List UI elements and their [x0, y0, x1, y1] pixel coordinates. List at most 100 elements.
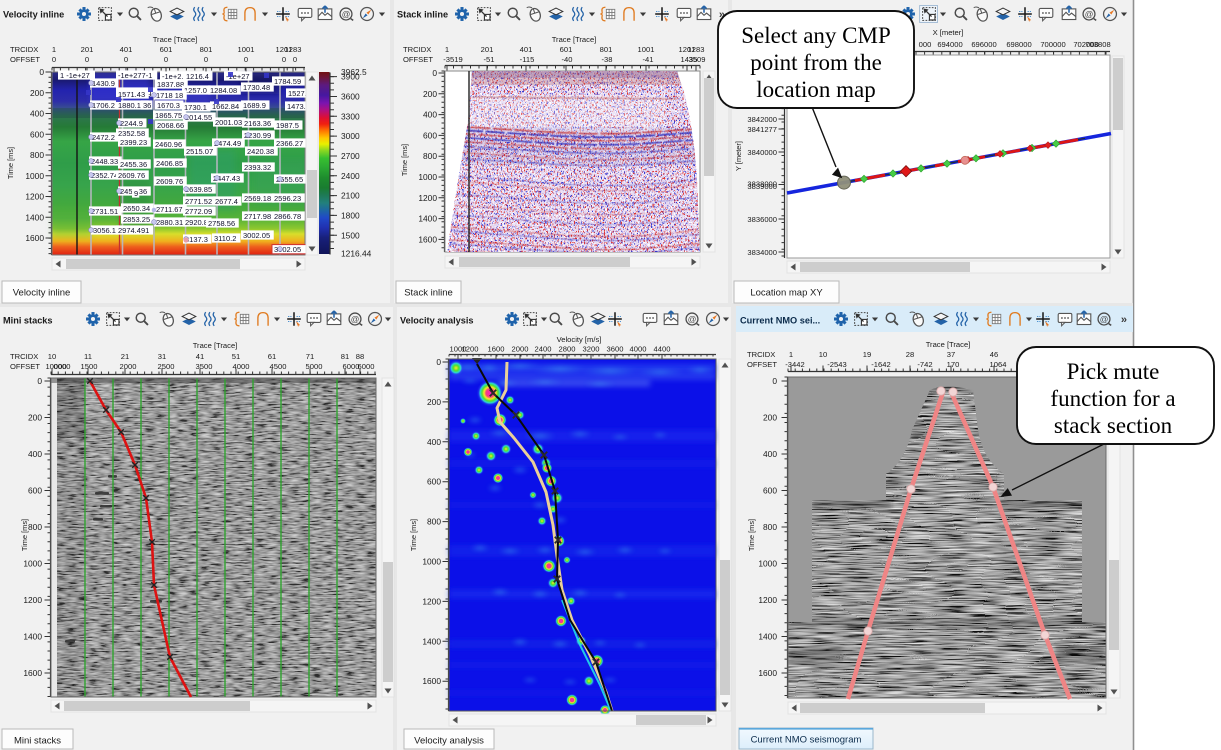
svg-text:3840000: 3840000 — [747, 148, 777, 157]
svg-text:2230.99: 2230.99 — [244, 131, 271, 140]
svg-text:Velocity inline: Velocity inline — [13, 288, 71, 299]
svg-text:696000: 696000 — [971, 40, 996, 49]
svg-text:Trace [Trace]: Trace [Trace] — [926, 340, 971, 349]
svg-text:Velocity analysis: Velocity analysis — [414, 736, 484, 747]
svg-text:702000: 702000 — [1073, 40, 1098, 49]
svg-text:-3442: -3442 — [785, 360, 804, 369]
svg-text:1284.08: 1284.08 — [210, 86, 237, 95]
svg-text:1600: 1600 — [422, 676, 441, 686]
svg-text:2920.8: 2920.8 — [185, 218, 208, 227]
svg-text:46: 46 — [990, 350, 998, 359]
svg-text:600: 600 — [423, 130, 437, 140]
svg-text:600: 600 — [427, 477, 441, 487]
svg-text:@: @ — [688, 314, 697, 324]
svg-text:1201: 1201 — [679, 45, 696, 54]
svg-text:TRCIDX: TRCIDX — [403, 45, 431, 54]
svg-text:0: 0 — [293, 55, 297, 64]
svg-text:1283: 1283 — [285, 45, 302, 54]
svg-text:201: 201 — [481, 45, 494, 54]
svg-text:2974.491: 2974.491 — [118, 226, 149, 235]
svg-text:1: 1 — [52, 45, 56, 54]
svg-text:-41: -41 — [643, 55, 654, 64]
svg-text:10: 10 — [48, 352, 56, 361]
svg-text:Stack inline: Stack inline — [397, 10, 448, 20]
svg-text:function for a: function for a — [1050, 386, 1175, 411]
svg-text:»: » — [719, 9, 725, 21]
svg-text:2731.51: 2731.51 — [91, 207, 118, 216]
svg-text:2366.27: 2366.27 — [276, 139, 303, 148]
svg-text:1283: 1283 — [688, 45, 705, 54]
svg-text:TRCIDX: TRCIDX — [747, 350, 775, 359]
svg-text:3200: 3200 — [583, 345, 600, 354]
svg-text:51: 51 — [232, 352, 240, 361]
svg-text:Time [ms]: Time [ms] — [6, 147, 15, 179]
svg-text:1730.1: 1730.1 — [184, 103, 207, 112]
svg-text:0000: 0000 — [54, 362, 71, 371]
svg-text:3900: 3900 — [341, 72, 360, 82]
svg-text:1216.44: 1216.44 — [341, 249, 372, 259]
svg-text:Select any CMP: Select any CMP — [741, 23, 891, 48]
svg-text:200: 200 — [763, 413, 777, 423]
svg-text:1000: 1000 — [450, 345, 467, 354]
svg-text:2515.07: 2515.07 — [186, 147, 213, 156]
svg-text:3600: 3600 — [341, 92, 360, 102]
svg-text:OFFSET: OFFSET — [403, 55, 433, 64]
svg-text:Mini stacks: Mini stacks — [14, 736, 61, 747]
svg-text:1400: 1400 — [758, 632, 777, 642]
svg-text:0: 0 — [204, 55, 208, 64]
svg-text:-1e+277-1: -1e+277-1 — [118, 71, 152, 80]
svg-text:2447.43: 2447.43 — [213, 174, 240, 183]
svg-text:2596.23: 2596.23 — [274, 194, 301, 203]
svg-text:88: 88 — [356, 352, 364, 361]
svg-text:703808: 703808 — [1085, 40, 1110, 49]
svg-text:1200: 1200 — [418, 193, 437, 203]
svg-text:4500: 4500 — [270, 362, 287, 371]
svg-text:601: 601 — [560, 45, 573, 54]
svg-text:3500: 3500 — [196, 362, 213, 371]
svg-text:200: 200 — [30, 88, 44, 98]
svg-text:1473.46: 1473.46 — [287, 102, 314, 111]
svg-text:Trace [Trace]: Trace [Trace] — [153, 35, 198, 44]
svg-text:1800: 1800 — [341, 210, 360, 220]
svg-text:2717.98: 2717.98 — [244, 212, 271, 221]
svg-text:3137.3: 3137.3 — [185, 235, 208, 244]
svg-text:1400: 1400 — [23, 632, 42, 642]
svg-text:9: 9 — [134, 189, 138, 198]
svg-text:1200: 1200 — [25, 192, 44, 202]
svg-text:0: 0 — [282, 55, 286, 64]
svg-text:11: 11 — [84, 352, 92, 361]
svg-text:1400: 1400 — [25, 212, 44, 222]
svg-text:3834000: 3834000 — [747, 248, 777, 257]
svg-text:3056.1: 3056.1 — [93, 226, 116, 235]
svg-text:-742: -742 — [917, 360, 932, 369]
svg-text:@: @ — [1085, 9, 1094, 19]
svg-text:10: 10 — [819, 350, 827, 359]
svg-text:1500: 1500 — [341, 230, 360, 240]
svg-text:1600: 1600 — [488, 345, 505, 354]
svg-text:1784.59: 1784.59 — [274, 77, 301, 86]
svg-text:2771.52: 2771.52 — [185, 197, 212, 206]
svg-text:600: 600 — [28, 486, 42, 496]
svg-text:2399.23: 2399.23 — [120, 138, 147, 147]
svg-text:600: 600 — [30, 129, 44, 139]
svg-text:2639.85: 2639.85 — [185, 185, 212, 194]
svg-text:801: 801 — [600, 45, 613, 54]
svg-text:2555.65: 2555.65 — [276, 175, 303, 184]
svg-text:-51: -51 — [484, 55, 495, 64]
svg-text:2474.49: 2474.49 — [214, 139, 241, 148]
svg-text:2068.66: 2068.66 — [157, 121, 184, 130]
svg-text:700000: 700000 — [1040, 40, 1065, 49]
svg-text:1865.75: 1865.75 — [155, 111, 182, 120]
svg-text:2711.67: 2711.67 — [156, 205, 183, 214]
svg-text:1000: 1000 — [23, 559, 42, 569]
svg-text:1201: 1201 — [276, 45, 293, 54]
svg-text:Y [meter]: Y [meter] — [734, 141, 743, 171]
svg-text:28: 28 — [906, 350, 914, 359]
svg-text:600: 600 — [763, 486, 777, 496]
svg-text:OFFSET: OFFSET — [10, 55, 40, 64]
svg-text:0: 0 — [164, 55, 168, 64]
svg-text:2393.32: 2393.32 — [244, 163, 271, 172]
svg-text:2853.25: 2853.25 — [123, 215, 150, 224]
svg-text:2100: 2100 — [341, 191, 360, 201]
svg-text:1430.9: 1430.9 — [92, 79, 115, 88]
